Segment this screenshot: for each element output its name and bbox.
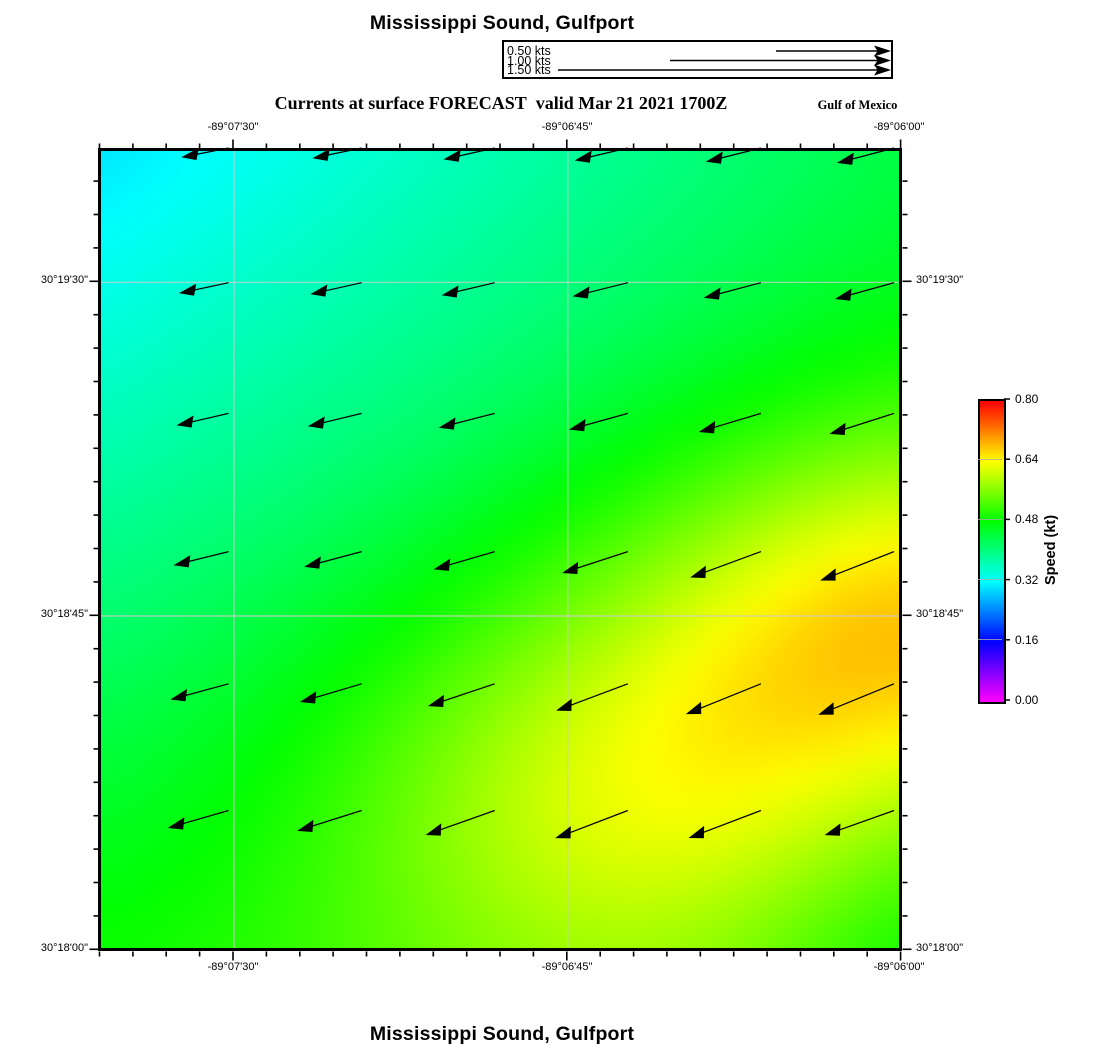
svg-text:Speed (kt): Speed (kt) [1043,515,1059,585]
